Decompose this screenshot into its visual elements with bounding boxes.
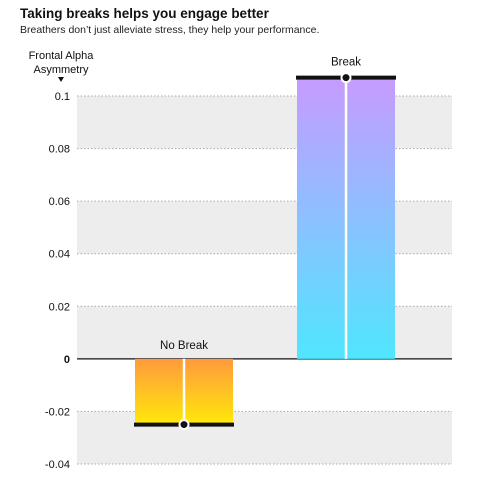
gridlines: [77, 95, 452, 465]
y-tick-label: 0.02: [49, 301, 70, 313]
y-tick-label: -0.02: [45, 406, 70, 418]
y-axis-label-line-1: Frontal Alpha: [29, 50, 95, 62]
bar-value-marker: [340, 72, 352, 84]
y-tick-label: 0: [64, 354, 70, 366]
chart-subtitle: Breathers don’t just alleviate stress, t…: [20, 24, 320, 36]
y-tick-label: 0.04: [49, 249, 70, 261]
grid-band: [77, 96, 452, 149]
y-tick-label: 0.1: [55, 91, 70, 103]
grid-band: [77, 411, 452, 464]
y-tick-labels: 0.1 0.08 0.06 0.04 0.02 0 -0.02 -0.04: [45, 91, 70, 471]
bar-label-no-break: No Break: [160, 340, 208, 352]
grid-band: [77, 201, 452, 254]
bar-label-break: Break: [331, 57, 361, 69]
grid-bands: [77, 96, 452, 464]
bar-value-marker: [178, 419, 190, 431]
y-tick-label: -0.04: [45, 459, 70, 471]
y-tick-label: 0.08: [49, 144, 70, 156]
y-axis-label: Frontal Alpha Asymmetry: [29, 50, 95, 82]
y-tick-label: 0.06: [49, 196, 70, 208]
bars: No Break Break: [134, 57, 396, 431]
grid-band: [77, 306, 452, 359]
y-axis-label-line-2: Asymmetry: [34, 64, 90, 76]
y-axis-arrow-icon: [58, 77, 64, 82]
chart-title: Taking breaks helps you engage better: [20, 6, 269, 21]
